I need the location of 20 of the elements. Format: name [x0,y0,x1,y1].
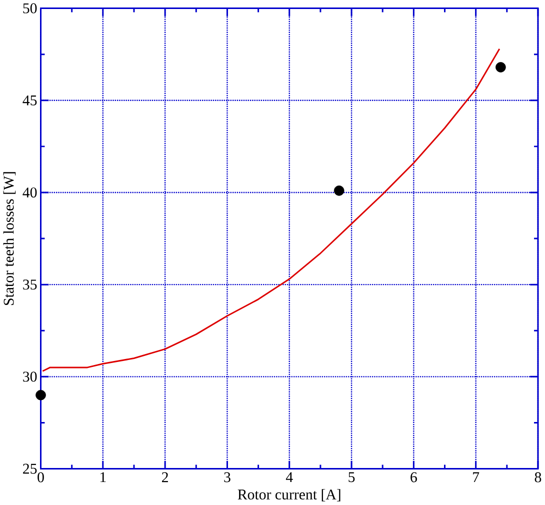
x-tick-label: 5 [348,472,355,482]
y-tick-label: 50 [23,3,37,14]
x-tick-label: 6 [410,472,417,482]
y-tick-label: 35 [23,280,37,290]
x-tick-label: 3 [224,472,230,482]
y-tick-label: 40 [22,188,37,198]
x-tick-label: 0 [38,472,44,482]
x-tick-label: 2 [162,472,168,482]
point [334,186,344,196]
y-tick-label: 30 [23,372,37,382]
point [496,62,506,73]
x-axis-title: Rotor current [A] [238,489,340,502]
y-tick-label: 45 [22,96,37,106]
y-tick-label: 25 [23,464,37,474]
y-axis-title: Stator teeth losses [W] [3,172,16,306]
x-tick-label: 8 [534,472,542,482]
x-tick-label: 1 [100,472,106,482]
point [36,390,46,400]
x-tick-label: 7 [473,472,480,482]
x-tick-label: 4 [286,472,293,482]
